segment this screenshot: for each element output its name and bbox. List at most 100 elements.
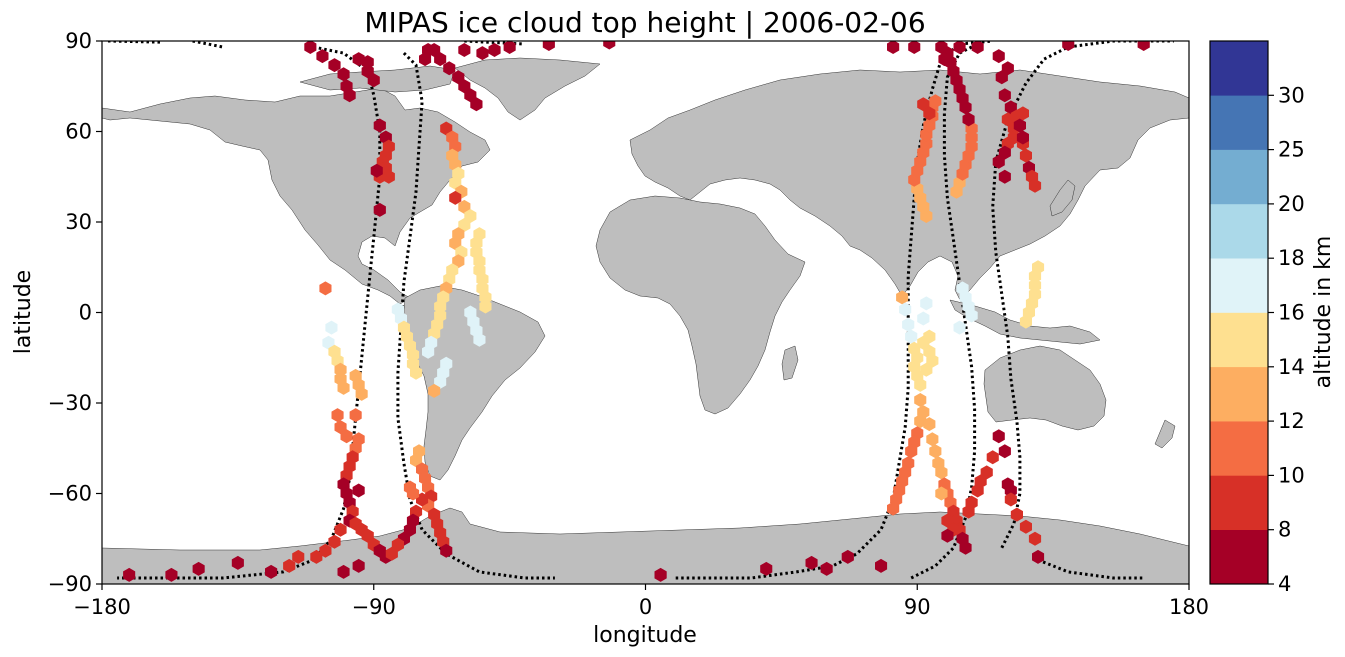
y-tick-label: −30 bbox=[48, 391, 92, 415]
cloud-point bbox=[908, 41, 921, 54]
cloud-point bbox=[331, 408, 344, 423]
colorbar-tick-label: 10 bbox=[1278, 463, 1305, 487]
cloud-point bbox=[458, 79, 471, 94]
cloud-point bbox=[476, 46, 489, 61]
cloud-point bbox=[349, 408, 362, 423]
cloud-point bbox=[385, 546, 398, 561]
cloud-point bbox=[841, 549, 854, 564]
cloud-point bbox=[603, 41, 616, 50]
cloud-point bbox=[1137, 41, 1150, 51]
cloud-point bbox=[123, 567, 136, 582]
cloud-point bbox=[391, 302, 404, 317]
cloud-point bbox=[479, 290, 492, 305]
cloud-point bbox=[479, 299, 492, 314]
cloud-point bbox=[361, 55, 374, 70]
cloud-point bbox=[938, 52, 951, 67]
cloud-point bbox=[452, 70, 465, 85]
cloud-point bbox=[953, 320, 966, 335]
cloud-point bbox=[352, 558, 365, 573]
colorbar-bin bbox=[1210, 41, 1268, 96]
cloud-point bbox=[440, 543, 453, 558]
cloud-point bbox=[654, 567, 667, 582]
cloud-point bbox=[920, 296, 933, 311]
cloud-point bbox=[328, 534, 341, 549]
cloud-point bbox=[917, 311, 930, 326]
land-africa bbox=[595, 195, 806, 415]
cloud-point bbox=[974, 474, 987, 489]
x-tick-label: 0 bbox=[639, 595, 652, 619]
cloud-point bbox=[1032, 549, 1045, 564]
cloud-point bbox=[343, 88, 356, 103]
cloud-point bbox=[914, 414, 927, 429]
cloud-point bbox=[361, 64, 374, 79]
cloud-point bbox=[965, 495, 978, 510]
cloud-point bbox=[953, 41, 966, 54]
cloud-point bbox=[319, 543, 332, 558]
cloud-point bbox=[962, 112, 975, 127]
cloud-point bbox=[1004, 492, 1017, 507]
colorbar-tick-label: 16 bbox=[1278, 301, 1305, 325]
colorbar: 4 8 10 12 14 16 18 20 25 30 bbox=[1209, 40, 1305, 596]
cloud-point bbox=[449, 190, 462, 205]
cloud-point bbox=[473, 332, 486, 347]
cloud-point bbox=[449, 236, 462, 251]
cloud-point bbox=[328, 58, 341, 73]
cloud-point bbox=[1032, 260, 1045, 275]
cloud-point bbox=[434, 374, 447, 389]
cloud-point bbox=[935, 465, 948, 480]
cloud-point bbox=[986, 450, 999, 465]
cloud-point bbox=[959, 540, 972, 555]
cloud-point bbox=[920, 362, 933, 377]
orbit-track-7 bbox=[1037, 558, 1144, 580]
cloud-point bbox=[929, 94, 942, 109]
cloud-point bbox=[391, 537, 404, 552]
x-axis: −180 −90 0 90 180 bbox=[73, 584, 1209, 619]
cloud-point bbox=[1010, 507, 1023, 522]
cloud-point bbox=[923, 417, 936, 432]
cloud-point bbox=[1001, 61, 1014, 76]
cloud-point bbox=[941, 513, 954, 528]
cloud-point bbox=[428, 43, 441, 57]
colorbar-tick-label: 8 bbox=[1278, 518, 1291, 542]
colorbar-tick-label: 25 bbox=[1278, 138, 1305, 162]
colorbar-bin bbox=[1210, 529, 1268, 585]
cloud-point bbox=[310, 549, 323, 564]
cloud-point bbox=[542, 41, 555, 51]
cloud-point bbox=[899, 302, 912, 317]
cloud-point bbox=[887, 41, 900, 54]
cloud-point bbox=[476, 272, 489, 287]
cloud-point bbox=[905, 329, 918, 344]
cloud-point bbox=[334, 420, 347, 435]
cloud-point bbox=[1004, 483, 1017, 498]
cloud-point bbox=[355, 386, 368, 401]
y-tick-label: −60 bbox=[48, 482, 92, 506]
cloud-point bbox=[926, 353, 939, 368]
cloud-point bbox=[337, 67, 350, 82]
cloud-point bbox=[917, 335, 930, 350]
cloud-point bbox=[352, 483, 365, 498]
land-greenland bbox=[454, 57, 601, 121]
cloud-point bbox=[926, 432, 939, 447]
cloud-point bbox=[1028, 278, 1042, 293]
cloud-point bbox=[1016, 106, 1029, 121]
cloud-point bbox=[322, 335, 335, 350]
cloud-point bbox=[998, 444, 1011, 459]
cloud-point bbox=[470, 97, 483, 112]
cloud-point bbox=[406, 486, 420, 501]
cloud-point bbox=[458, 218, 471, 232]
cloud-point bbox=[896, 290, 909, 305]
y-axis-label: latitude bbox=[11, 270, 36, 354]
cloud-point bbox=[998, 88, 1011, 103]
cloud-point bbox=[992, 49, 1005, 64]
land-new-zealand bbox=[1154, 419, 1176, 449]
cloud-point bbox=[452, 254, 465, 269]
cloud-point bbox=[165, 567, 178, 582]
cloud-point bbox=[406, 347, 420, 362]
cloud-point bbox=[805, 555, 818, 570]
cloud-point bbox=[1004, 100, 1017, 115]
chart-title: MIPAS ice cloud top height | 2006-02-06 bbox=[364, 6, 925, 39]
cloud-point bbox=[449, 175, 462, 190]
y-tick-label: 60 bbox=[65, 120, 92, 144]
y-tick-label: 0 bbox=[79, 301, 92, 325]
